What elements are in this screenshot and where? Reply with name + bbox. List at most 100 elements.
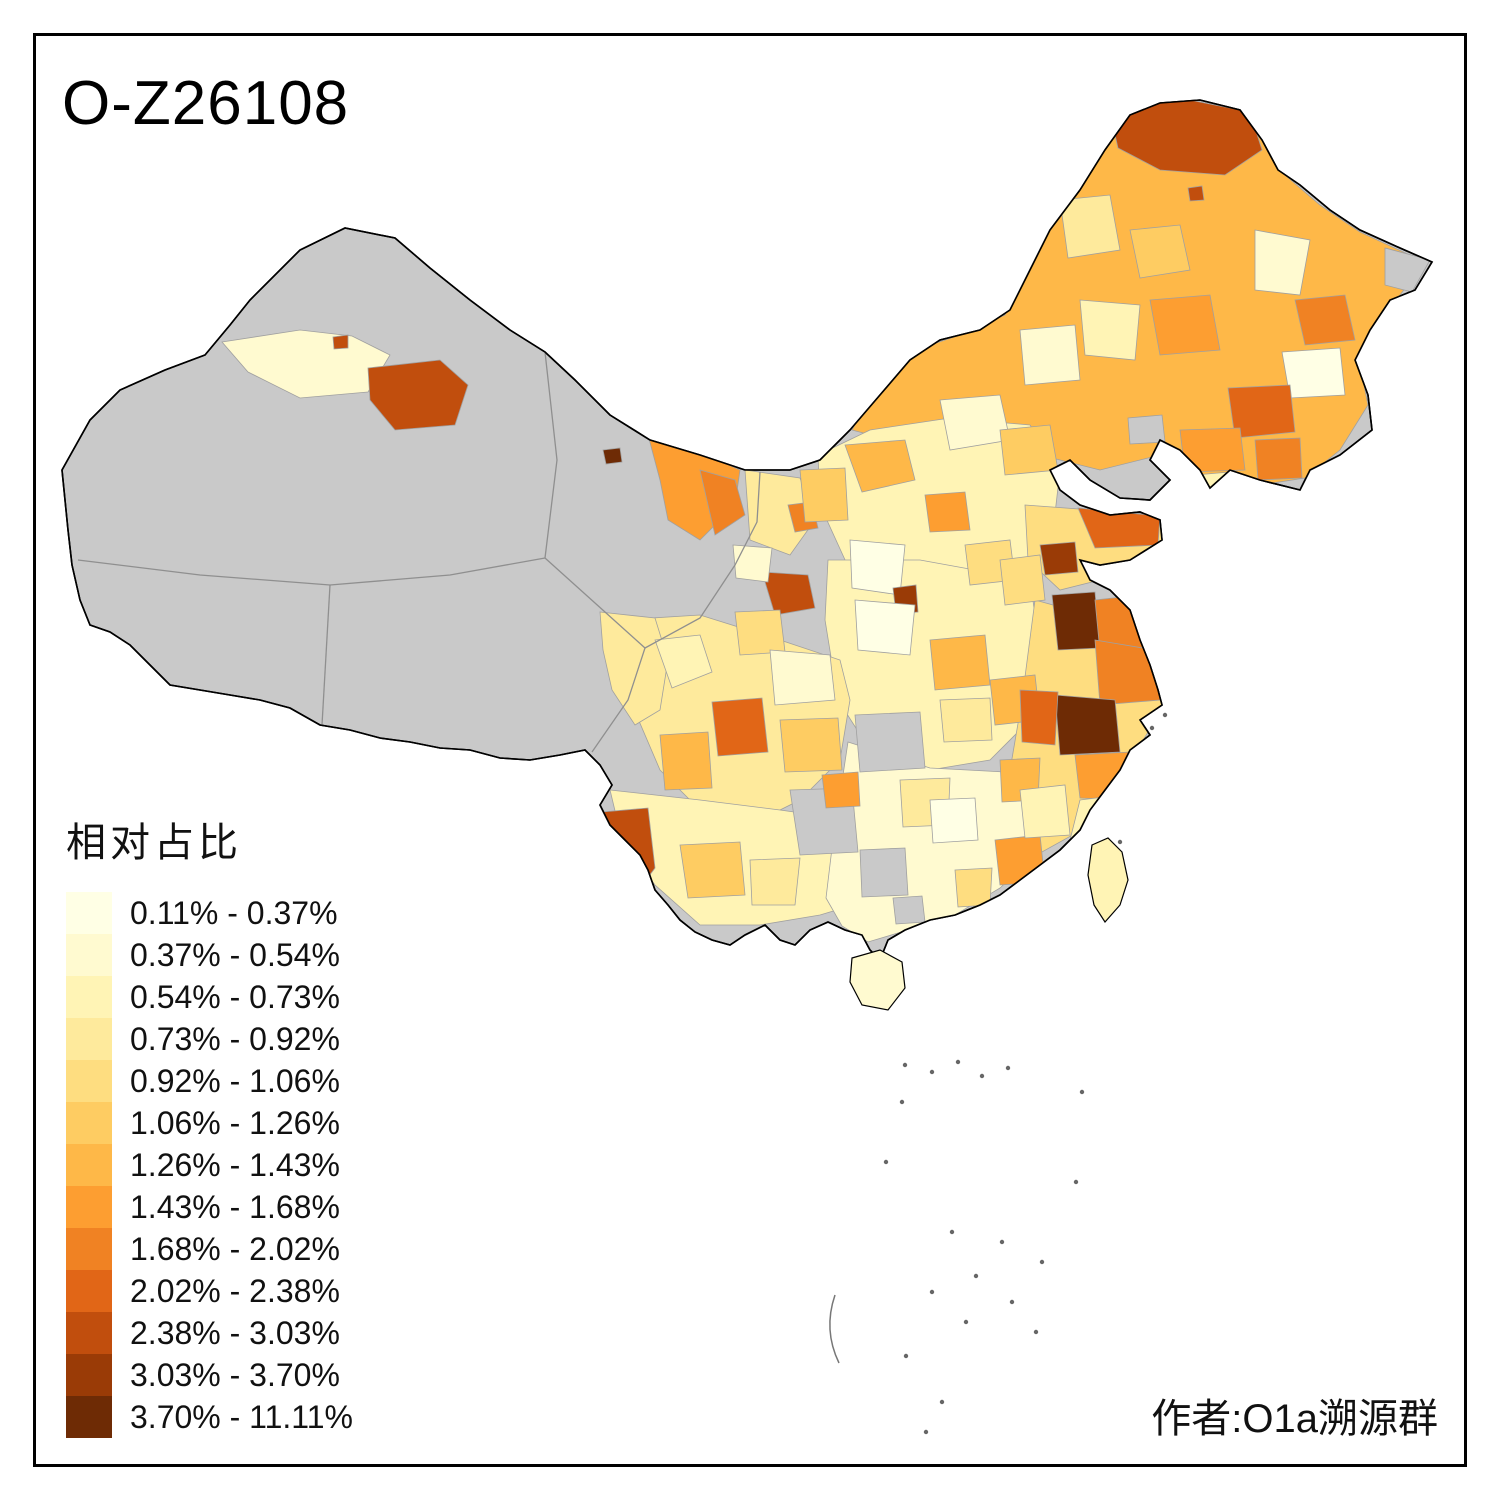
- map-region: [844, 439, 916, 493]
- legend-row: 0.54% - 0.73%: [66, 976, 353, 1018]
- sea-island-speck: [883, 1159, 889, 1165]
- map-region: [999, 424, 1059, 476]
- sea-island-speck: [1009, 1299, 1015, 1305]
- map-region: [821, 771, 861, 809]
- taiwan-island: [1087, 837, 1129, 923]
- author-credit: 作者:O1a溯源群: [1151, 1397, 1438, 1441]
- map-region: [1051, 591, 1101, 651]
- legend-swatch: [66, 1144, 112, 1186]
- map-region: [929, 634, 991, 691]
- map-region: [1019, 689, 1059, 746]
- legend-row: 0.73% - 0.92%: [66, 1018, 353, 1060]
- map-region: [799, 467, 849, 523]
- legend-row: 3.03% - 3.70%: [66, 1354, 353, 1396]
- legend-label: 0.73% - 0.92%: [130, 1020, 340, 1057]
- sea-island-speck: [899, 1099, 905, 1105]
- legend-row: 1.06% - 1.26%: [66, 1102, 353, 1144]
- legend-swatch: [66, 1396, 112, 1438]
- map-region: [749, 857, 801, 906]
- map-region: [367, 359, 469, 431]
- legend-swatch: [66, 1186, 112, 1228]
- legend-label: 2.38% - 3.03%: [130, 1314, 340, 1351]
- map-region: [1149, 294, 1221, 356]
- sea-island-speck: [1073, 1179, 1079, 1185]
- legend-label: 2.02% - 2.38%: [130, 1272, 340, 1309]
- legend-row: 3.70% - 11.11%: [66, 1396, 353, 1438]
- sea-island-speck: [949, 1229, 955, 1235]
- map-region: [761, 571, 816, 616]
- map-region: [1019, 324, 1081, 386]
- legend-swatch: [66, 1270, 112, 1312]
- legend-swatch: [66, 1018, 112, 1060]
- legend-label: 0.37% - 0.54%: [130, 936, 340, 973]
- sea-island-speck: [902, 1062, 908, 1068]
- sea-island-speck: [1117, 839, 1123, 845]
- map-region: [744, 469, 816, 556]
- map-region: [711, 697, 769, 757]
- offshore-islands-layer: [849, 837, 1129, 1011]
- sea-island-speck: [955, 1059, 961, 1065]
- map-region: [1019, 784, 1071, 839]
- legend-label: 0.11% - 0.37%: [130, 894, 338, 931]
- sea-islands: [883, 712, 1168, 1435]
- sea-island-speck: [939, 1399, 945, 1405]
- map-region: [994, 834, 1046, 886]
- sea-island-speck: [963, 1319, 969, 1325]
- map-region: [892, 895, 926, 925]
- map-region: [732, 544, 773, 583]
- map-region: [854, 711, 926, 773]
- map-title: O-Z26108: [62, 69, 350, 138]
- map-regions-layer: [221, 100, 1431, 943]
- sea-island-speck: [979, 1073, 985, 1079]
- map-region: [1129, 224, 1191, 279]
- legend-row: 1.68% - 2.02%: [66, 1228, 353, 1270]
- legend-row: 0.92% - 1.06%: [66, 1060, 353, 1102]
- legend-swatch: [66, 1228, 112, 1270]
- map-region: [924, 491, 971, 533]
- map-region: [654, 634, 713, 689]
- legend-row: 2.38% - 3.03%: [66, 1312, 353, 1354]
- legend-classes: 0.11% - 0.37% 0.37% - 0.54% 0.54% - 0.73% 0…: [66, 892, 353, 1438]
- legend-label: 1.06% - 1.26%: [130, 1104, 340, 1141]
- legend-label: 1.26% - 1.43%: [130, 1146, 340, 1183]
- legend-swatch: [66, 1354, 112, 1396]
- map-region: [1179, 427, 1246, 473]
- sea-island-speck: [999, 1239, 1005, 1245]
- map-region: [1187, 185, 1205, 202]
- map-region: [1039, 541, 1079, 576]
- province-borders: [77, 351, 761, 753]
- map-region: [999, 554, 1046, 606]
- sea-island-arc: [829, 1294, 840, 1364]
- sea-island-speck: [1005, 1065, 1011, 1071]
- legend-swatch: [66, 976, 112, 1018]
- national-border: [61, 99, 1434, 962]
- map-region: [1254, 437, 1303, 481]
- sea-island-speck: [1149, 725, 1155, 731]
- legend-row: 1.26% - 1.43%: [66, 1144, 353, 1186]
- map-region: [929, 797, 979, 844]
- map-region: [939, 697, 993, 743]
- legend: 相对占比 0.11% - 0.37% 0.37% - 0.54% 0.54% - 0…: [66, 810, 353, 1438]
- sea-island-speck: [923, 1429, 929, 1435]
- map-region: [1294, 294, 1356, 346]
- map-region: [1059, 194, 1121, 259]
- sea-island-speck: [929, 1069, 935, 1075]
- legend-label: 1.68% - 2.02%: [130, 1230, 340, 1267]
- legend-label: 0.92% - 1.06%: [130, 1062, 340, 1099]
- map-region: [769, 649, 836, 706]
- legend-row: 0.37% - 0.54%: [66, 934, 353, 976]
- map-region: [854, 599, 916, 656]
- map-region: [599, 611, 669, 726]
- map-region: [734, 609, 786, 656]
- legend-swatch: [66, 1102, 112, 1144]
- map-region: [659, 731, 713, 791]
- sea-island-speck: [929, 1289, 935, 1295]
- sea-island-speck: [1039, 1259, 1045, 1265]
- map-region: [679, 841, 746, 899]
- sea-island-speck: [1033, 1329, 1039, 1335]
- map-region: [859, 847, 909, 898]
- legend-label: 0.54% - 0.73%: [130, 978, 340, 1015]
- sea-island-speck: [1079, 1089, 1085, 1095]
- hainan-island: [849, 949, 906, 1011]
